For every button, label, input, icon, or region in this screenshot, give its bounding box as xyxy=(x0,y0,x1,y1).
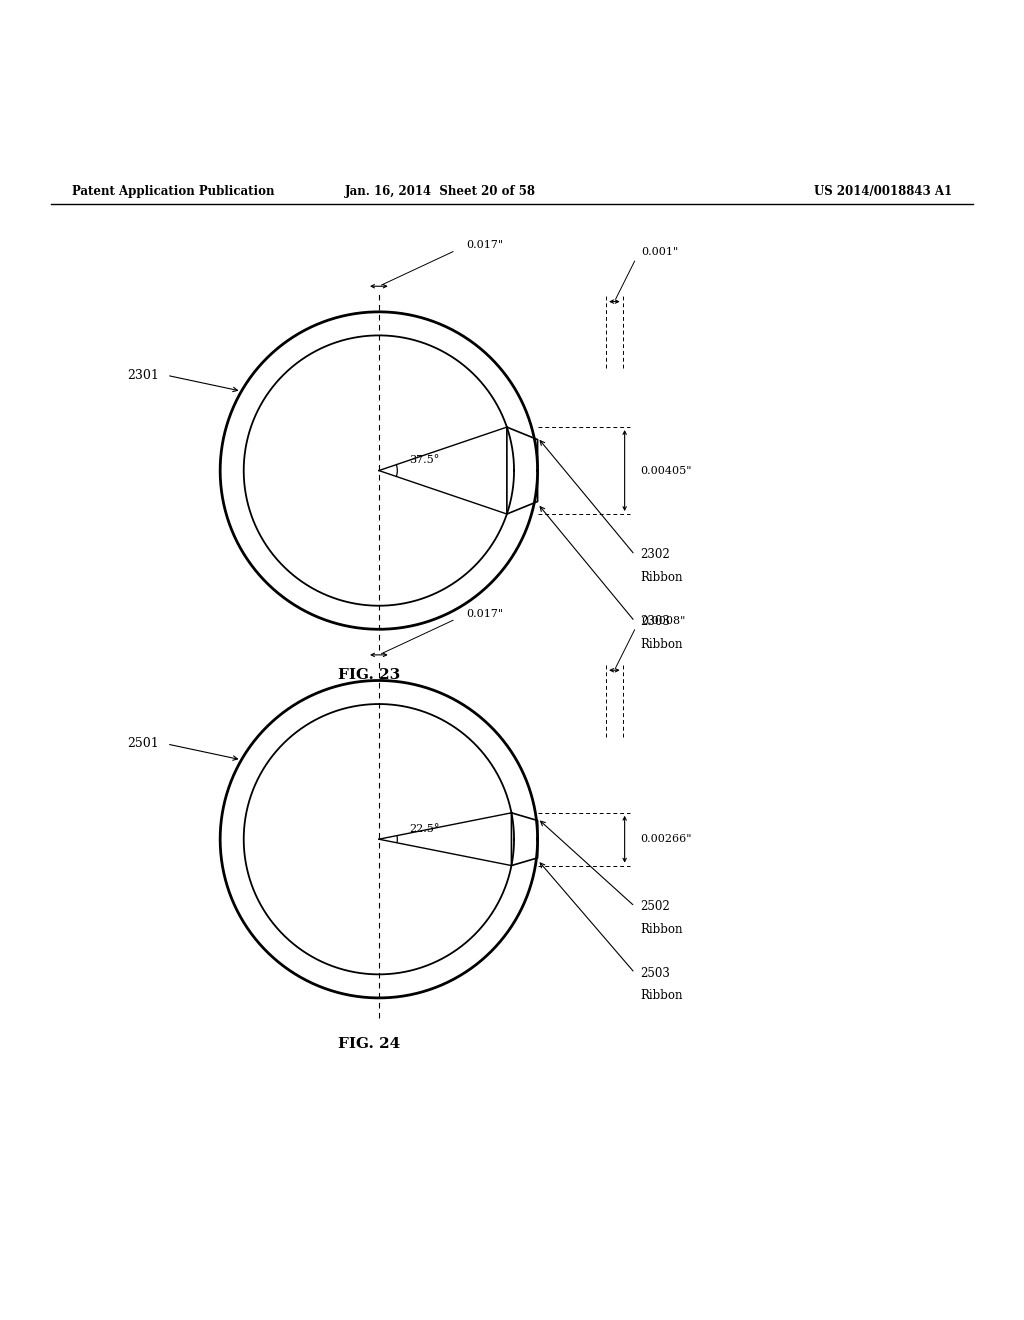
Text: 0.001": 0.001" xyxy=(641,247,678,257)
Text: Patent Application Publication: Patent Application Publication xyxy=(72,185,274,198)
Text: Ribbon: Ribbon xyxy=(640,572,683,583)
Text: 2301: 2301 xyxy=(127,368,159,381)
Text: 2503: 2503 xyxy=(640,966,670,979)
Text: FIG. 23: FIG. 23 xyxy=(338,668,399,682)
Text: 0.017": 0.017" xyxy=(466,240,503,251)
Text: 2302: 2302 xyxy=(640,549,670,561)
Text: 0.00266": 0.00266" xyxy=(640,834,691,845)
Text: US 2014/0018843 A1: US 2014/0018843 A1 xyxy=(814,185,952,198)
Text: 2502: 2502 xyxy=(640,900,670,913)
Text: 22.5°: 22.5° xyxy=(410,824,440,834)
Text: 0.0008": 0.0008" xyxy=(641,616,685,626)
Text: 37.5°: 37.5° xyxy=(410,455,440,466)
Text: Jan. 16, 2014  Sheet 20 of 58: Jan. 16, 2014 Sheet 20 of 58 xyxy=(345,185,536,198)
Text: 0.017": 0.017" xyxy=(466,609,503,619)
Text: 0.00405": 0.00405" xyxy=(640,466,691,475)
Text: Ribbon: Ribbon xyxy=(640,923,683,936)
Text: 2303: 2303 xyxy=(640,615,670,628)
Text: Ribbon: Ribbon xyxy=(640,638,683,651)
Text: Ribbon: Ribbon xyxy=(640,989,683,1002)
Text: 2501: 2501 xyxy=(127,738,159,751)
Text: FIG. 24: FIG. 24 xyxy=(338,1038,399,1051)
